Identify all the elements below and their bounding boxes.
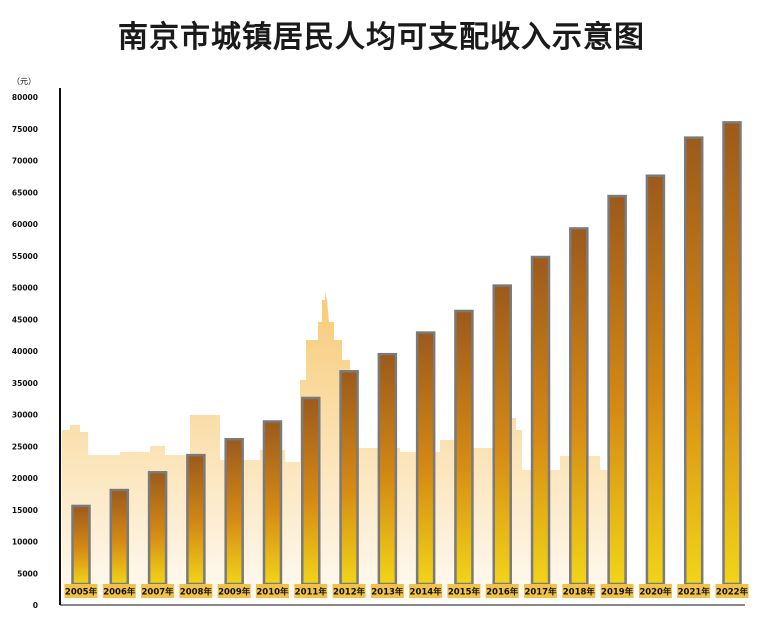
x-tick-label: 2008年 [180, 587, 213, 598]
category-label-bg [447, 584, 481, 598]
bar-2015年 [454, 309, 474, 586]
category-label-bg [64, 584, 98, 598]
x-tick-label: 2015年 [448, 587, 481, 598]
category-label-bg [332, 584, 366, 598]
x-tick-label: 2013年 [371, 587, 404, 598]
y-tick-label: 70000 [12, 157, 38, 166]
y-tick-label: 55000 [12, 252, 38, 261]
category-label: 2007年 [141, 584, 174, 598]
category-label-bg [255, 584, 289, 598]
y-tick-label: 15000 [12, 506, 38, 515]
category-label-bg [294, 584, 328, 598]
y-axis-unit-label: （元） [12, 77, 36, 86]
category-label-bg [638, 584, 672, 598]
chart-title: 南京市城镇居民人均可支配收入示意图 [118, 20, 645, 55]
category-label: 2018年 [562, 584, 595, 598]
x-tick-label: 2022年 [716, 587, 749, 598]
category-label: 2017年 [524, 584, 557, 598]
x-tick-label: 2014年 [410, 587, 443, 598]
bar-2012年 [339, 370, 359, 586]
x-tick-label: 2009年 [218, 587, 251, 598]
bar-2009年 [224, 438, 244, 586]
category-label: 2012年 [332, 584, 366, 598]
x-tick-label: 2007年 [142, 587, 175, 598]
bar-2008年 [186, 453, 206, 586]
x-tick-label: 2012年 [333, 587, 366, 598]
category-label: 2021年 [677, 584, 710, 598]
category-label: 2014年 [409, 584, 442, 598]
category-label-bg [370, 584, 404, 598]
category-label: 2006年 [102, 584, 136, 598]
category-label: 2015年 [447, 584, 481, 598]
category-label-bg [600, 584, 634, 598]
y-tick-label: 80000 [12, 93, 38, 102]
category-label-bg [409, 584, 443, 598]
bar-2022年 [722, 121, 742, 586]
x-tick-label: 2018年 [563, 587, 596, 598]
x-tick-label: 2020年 [639, 587, 672, 598]
y-tick-label: 35000 [12, 379, 38, 388]
y-tick-label: 25000 [12, 442, 38, 451]
category-label: 2011年 [294, 584, 327, 598]
category-label: 2008年 [179, 584, 212, 598]
category-label-bg [524, 584, 558, 598]
bar-2010年 [262, 420, 283, 586]
category-label-bg [141, 584, 175, 598]
category-label: 2010年 [255, 584, 289, 598]
category-label-bg [485, 584, 519, 598]
bar-2014年 [415, 331, 436, 586]
y-tick-label: 5000 [17, 569, 38, 578]
x-tick-label: 2005年 [65, 587, 98, 598]
category-label: 2013年 [370, 584, 404, 598]
bar-2006年 [109, 488, 130, 586]
x-tick-label: 2011年 [295, 587, 328, 598]
x-tick-label: 2021年 [678, 587, 711, 598]
category-label: 2019年 [600, 584, 634, 598]
category-label-bg [677, 584, 711, 598]
bar-2016年 [492, 284, 512, 586]
bar-2011年 [301, 396, 321, 586]
bar-2007年 [147, 471, 168, 586]
y-tick-label: 75000 [12, 125, 38, 134]
category-label-bg [217, 584, 251, 598]
y-tick-label: 65000 [12, 188, 38, 197]
x-tick-label: 2006年 [103, 587, 136, 598]
bar-2005年 [71, 504, 91, 586]
y-tick-label: 40000 [12, 347, 38, 356]
x-tick-label: 2017年 [524, 587, 557, 598]
x-tick-label: 2016年 [486, 587, 519, 598]
y-tick-label: 45000 [12, 315, 38, 324]
category-label-bg [715, 584, 749, 598]
category-label-bg [102, 584, 136, 598]
y-tick-label: 30000 [12, 411, 38, 420]
y-tick-label: 0 [33, 601, 38, 610]
bar-2021年 [683, 136, 704, 586]
y-tick-label: 10000 [12, 538, 38, 547]
y-tick-label: 20000 [12, 474, 38, 483]
bar-2013年 [377, 352, 398, 586]
category-label-bg [562, 584, 596, 598]
bar-2018年 [569, 227, 589, 586]
category-label: 2020年 [638, 584, 672, 598]
y-tick-label: 60000 [12, 220, 38, 229]
category-label: 2005年 [64, 584, 98, 598]
bar-2020年 [645, 174, 666, 586]
category-label: 2022年 [715, 584, 749, 598]
bar-2017年 [530, 255, 551, 586]
category-label-bg [179, 584, 213, 598]
x-tick-label: 2010年 [256, 587, 289, 598]
category-label: 2016年 [485, 584, 519, 598]
x-tick-label: 2019年 [601, 587, 634, 598]
category-label: 2009年 [217, 584, 251, 598]
bar-2019年 [607, 194, 627, 586]
y-tick-label: 50000 [12, 284, 38, 293]
